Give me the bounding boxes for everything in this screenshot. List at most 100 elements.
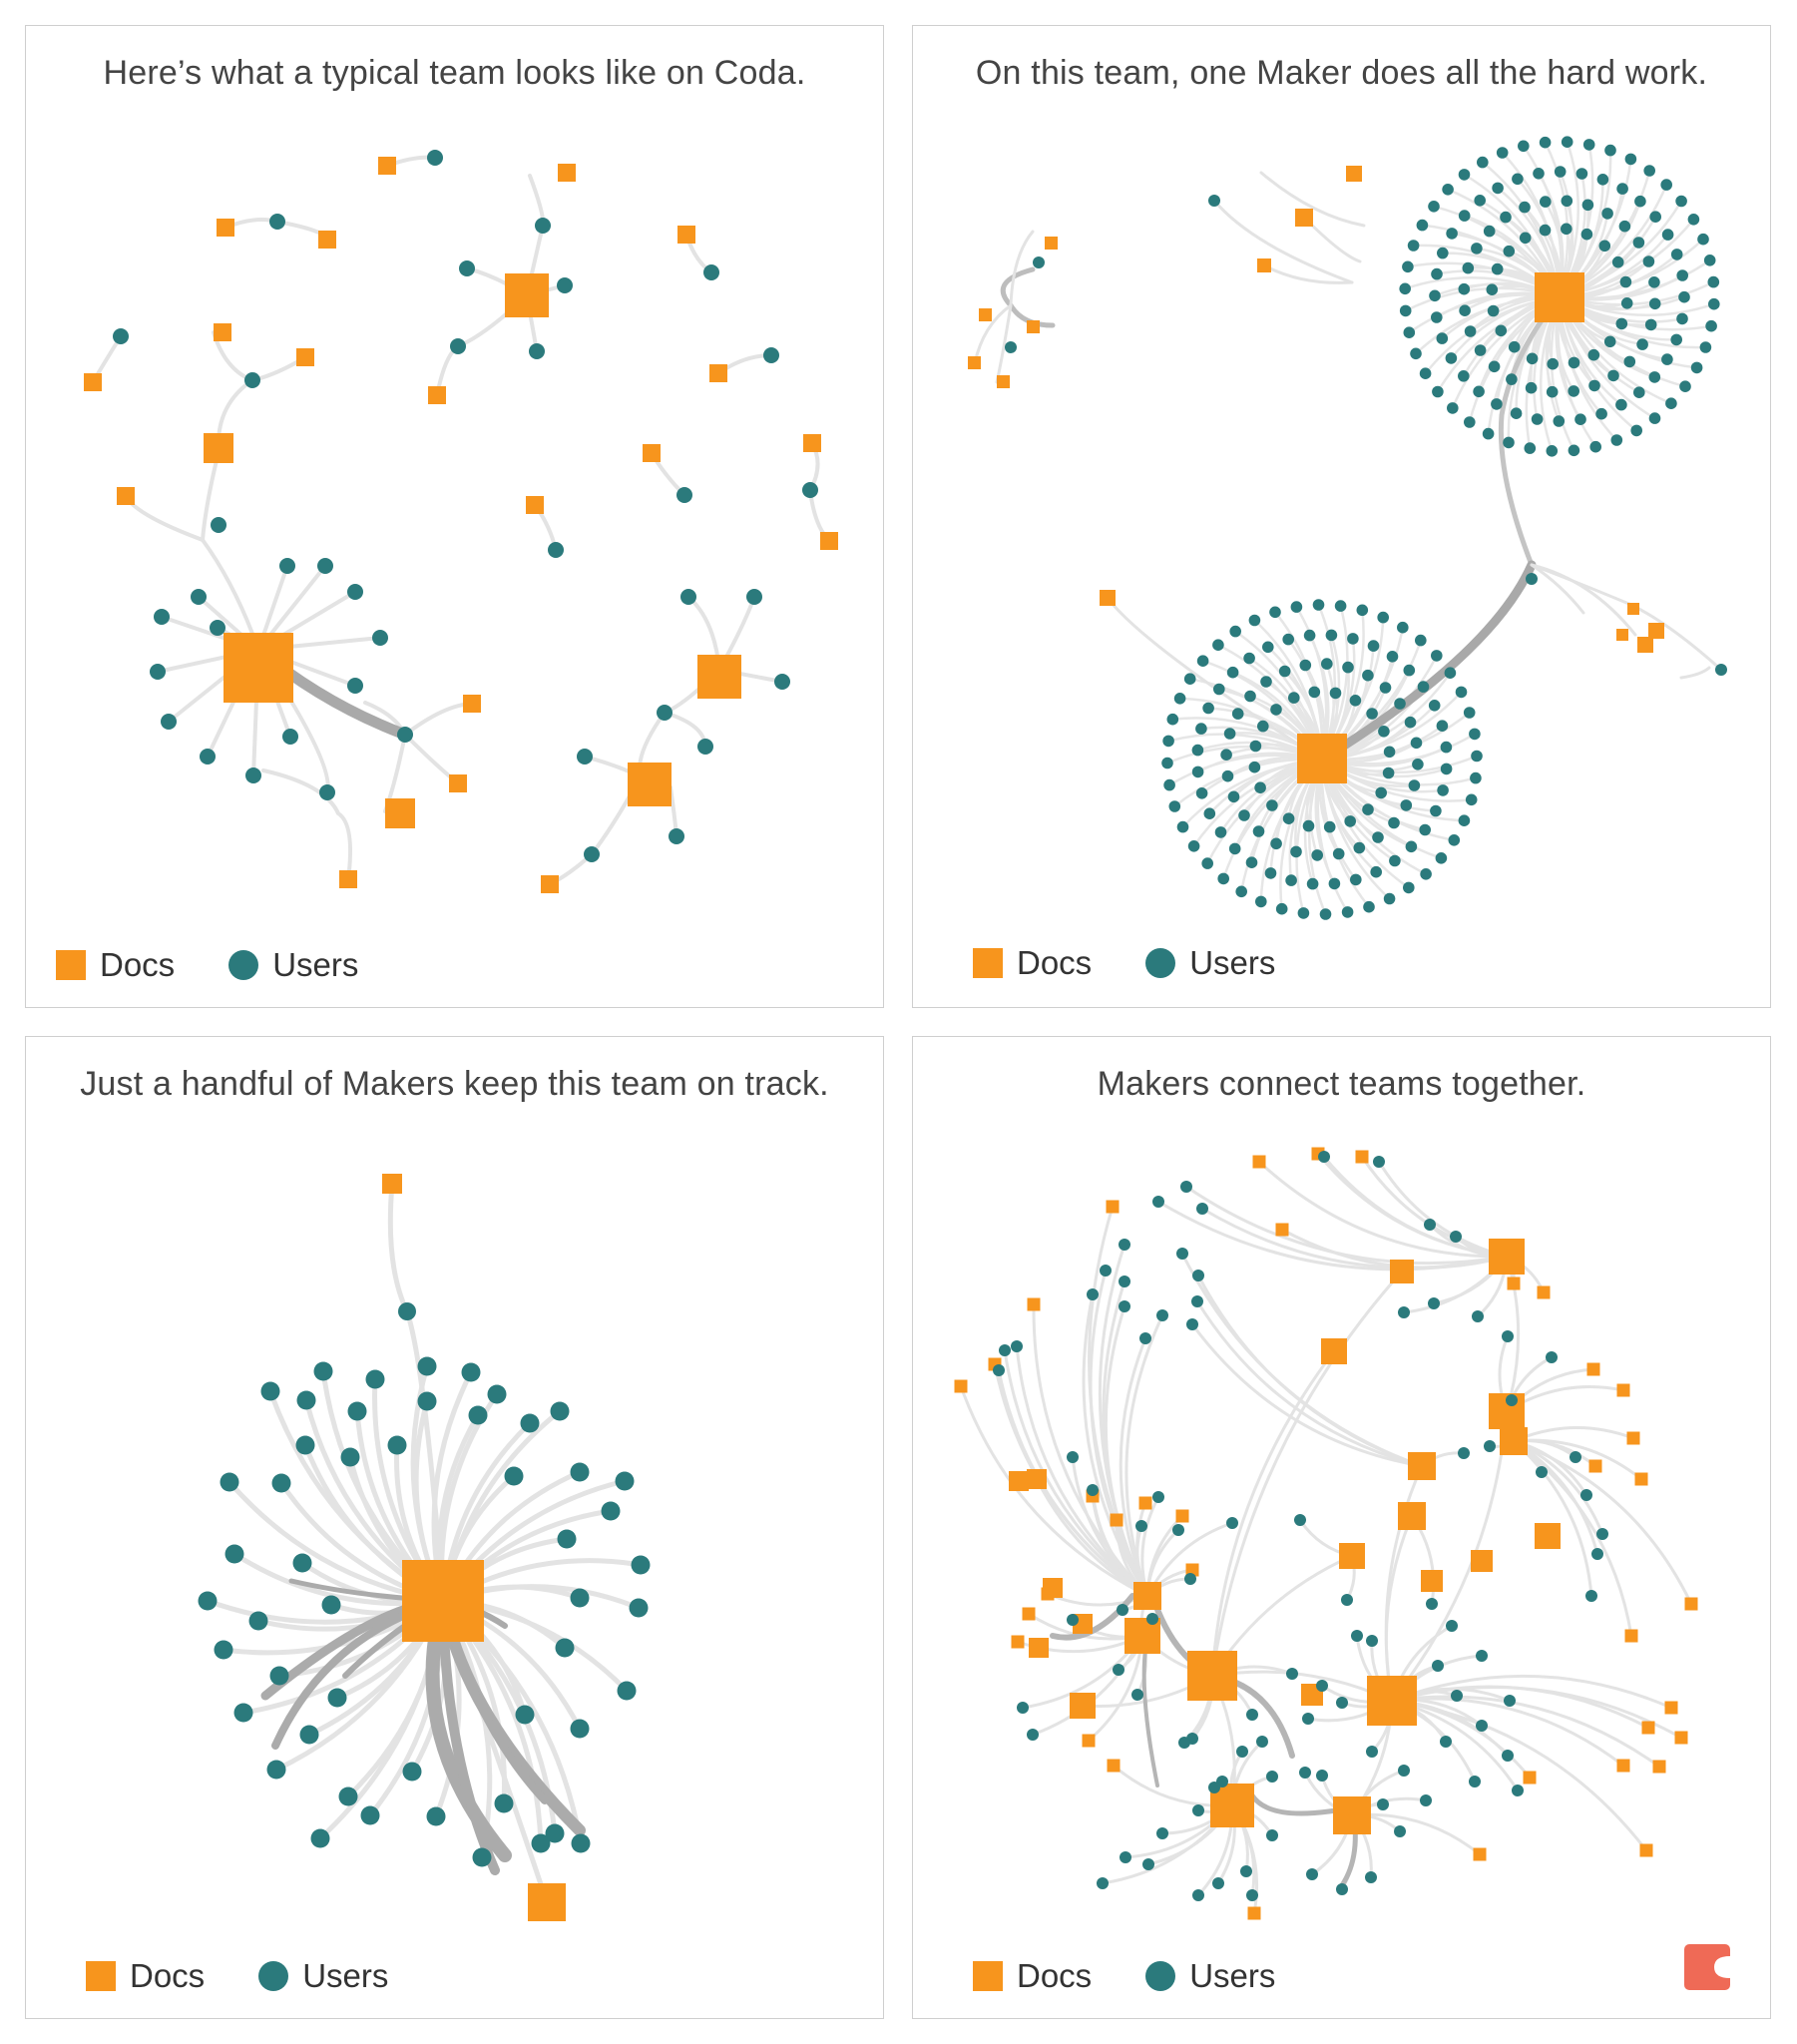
user-node xyxy=(1598,240,1611,253)
doc-square-icon xyxy=(56,950,86,980)
user-node xyxy=(1100,1265,1112,1277)
doc-node xyxy=(1471,1550,1493,1572)
user-node xyxy=(1191,766,1204,778)
doc-node xyxy=(1367,1676,1417,1726)
user-node xyxy=(1581,199,1594,212)
user-node xyxy=(461,1362,481,1382)
user-node xyxy=(1446,228,1458,240)
user-node xyxy=(1180,1181,1192,1193)
user-node xyxy=(1087,1484,1099,1496)
user-node xyxy=(1561,195,1573,208)
user-node xyxy=(1336,1883,1348,1895)
user-node xyxy=(1246,1889,1258,1901)
user-node xyxy=(1458,814,1471,826)
user-node xyxy=(1432,1660,1444,1672)
doc-node xyxy=(1684,1597,1698,1611)
user-circle-icon xyxy=(258,1961,289,1991)
doc-node xyxy=(1674,1731,1688,1745)
user-node xyxy=(515,1705,535,1725)
user-node xyxy=(417,1356,437,1376)
user-node xyxy=(1519,201,1531,214)
user-node xyxy=(570,1462,590,1482)
doc-node xyxy=(1398,1502,1426,1530)
user-node xyxy=(1119,1300,1130,1312)
doc-node xyxy=(1009,1471,1029,1491)
user-node xyxy=(1196,1203,1208,1215)
user-node xyxy=(1405,840,1418,853)
user-node xyxy=(1445,352,1458,364)
user-node xyxy=(1341,1594,1353,1606)
user-node xyxy=(1220,749,1232,761)
user-node xyxy=(1589,440,1601,453)
user-node xyxy=(1432,385,1444,398)
user-node xyxy=(1270,704,1282,716)
network-graph xyxy=(954,1147,1698,1920)
user-node xyxy=(1236,1746,1248,1758)
user-node xyxy=(1428,700,1441,712)
user-node xyxy=(1524,442,1537,454)
doc-node xyxy=(1175,1509,1189,1523)
user-node xyxy=(1399,282,1411,295)
legend: Docs Users xyxy=(86,1956,388,1996)
user-node xyxy=(1482,427,1495,440)
user-node xyxy=(1162,735,1174,748)
doc-node xyxy=(1321,1338,1347,1364)
user-node xyxy=(1630,424,1642,437)
user-node xyxy=(1585,1590,1597,1602)
user-node xyxy=(1275,902,1288,915)
user-node xyxy=(1603,335,1616,348)
doc-node xyxy=(1624,1629,1638,1643)
user-node xyxy=(1328,877,1341,890)
user-node xyxy=(1428,1297,1440,1309)
user-node xyxy=(1377,611,1389,624)
user-node xyxy=(1243,652,1255,665)
user-node xyxy=(1212,1877,1224,1889)
panel-connect-teams: Makers connect teams together. Docs User… xyxy=(912,1036,1771,2019)
user-node xyxy=(1202,702,1214,715)
user-node xyxy=(1580,1489,1592,1501)
user-node xyxy=(1496,147,1509,159)
user-node xyxy=(1644,318,1657,331)
user-node xyxy=(1299,659,1312,672)
user-node xyxy=(1676,312,1688,325)
user-node xyxy=(1119,1276,1130,1287)
user-node xyxy=(1238,809,1250,821)
user-node xyxy=(1540,196,1552,208)
user-node xyxy=(1503,245,1516,257)
user-node xyxy=(1518,140,1530,153)
user-node xyxy=(1591,1548,1603,1560)
user-node xyxy=(1553,415,1566,427)
user-node xyxy=(570,1588,590,1608)
user-node xyxy=(1435,852,1448,864)
user-node xyxy=(1531,413,1544,425)
doc-node xyxy=(1489,1239,1525,1275)
user-node xyxy=(1203,807,1216,819)
user-node xyxy=(1431,267,1443,280)
user-node xyxy=(1208,1782,1220,1793)
user-node xyxy=(520,1413,540,1433)
user-node xyxy=(1703,255,1716,266)
user-node xyxy=(1156,1827,1168,1839)
legend-users-label: Users xyxy=(302,1957,389,1994)
user-node xyxy=(1510,407,1523,420)
user-node xyxy=(1670,249,1683,260)
user-node xyxy=(1424,1219,1436,1231)
doc-node xyxy=(1022,1607,1036,1621)
user-node xyxy=(1308,686,1321,699)
user-node xyxy=(1420,868,1432,880)
doc-node xyxy=(1011,1635,1025,1649)
user-node xyxy=(1255,895,1267,908)
user-node xyxy=(1254,781,1266,793)
user-node xyxy=(1168,800,1181,812)
user-node xyxy=(1636,338,1648,350)
user-node xyxy=(1319,908,1332,920)
user-node xyxy=(321,1595,341,1615)
user-node xyxy=(417,1391,437,1411)
user-node xyxy=(1473,385,1485,398)
user-node xyxy=(494,1793,514,1813)
user-node xyxy=(1440,1736,1452,1748)
user-node xyxy=(1370,865,1382,878)
doc-node xyxy=(1070,1693,1096,1719)
user-node xyxy=(1587,348,1600,361)
user-node xyxy=(1161,757,1173,769)
